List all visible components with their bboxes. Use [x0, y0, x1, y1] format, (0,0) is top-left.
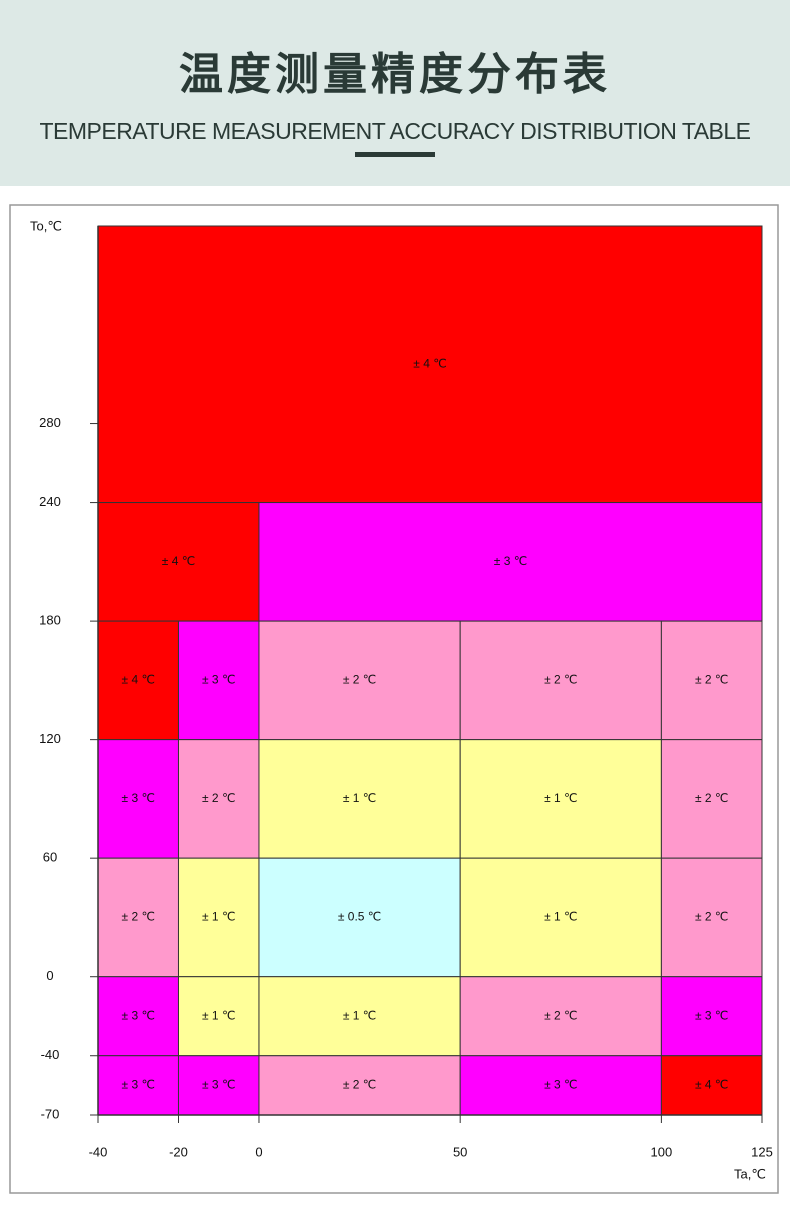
accuracy-region: [177, 1055, 260, 1116]
title: 温度测量精度分布表: [179, 49, 611, 100]
region-label: ± 2 ℃: [202, 791, 235, 805]
region-label: ± 2 ℃: [343, 673, 376, 687]
subtitle: TEMPERATURE MEASUREMENT ACCURACY DISTRIB…: [39, 118, 751, 144]
accuracy-region: [97, 225, 763, 504]
region-label: ± 1 ℃: [202, 910, 235, 924]
x-tick-label: -40: [89, 1144, 108, 1159]
accuracy-region: [97, 502, 260, 622]
region-label: ± 3 ℃: [122, 1078, 155, 1092]
region-label: ± 2 ℃: [695, 673, 728, 687]
y-tick-label: 180: [39, 613, 61, 628]
y-tick-label: -40: [41, 1047, 60, 1062]
accuracy-region: [177, 857, 260, 978]
accuracy-region: [459, 857, 662, 978]
x-tick-label: -20: [169, 1144, 188, 1159]
region-label: ± 2 ℃: [695, 910, 728, 924]
accuracy-region: [177, 620, 260, 741]
region-label: ± 3 ℃: [695, 1008, 728, 1022]
accuracy-region: [459, 620, 662, 741]
region-label: ± 3 ℃: [202, 1078, 235, 1092]
y-tick-label: 0: [46, 968, 53, 983]
region-label: ± 3 ℃: [122, 1008, 155, 1022]
x-tick-label: 0: [255, 1144, 262, 1159]
accuracy-region: [660, 739, 763, 859]
accuracy-region: [258, 857, 461, 978]
accuracy-region: [660, 976, 763, 1057]
region-label: ± 1 ℃: [343, 791, 376, 805]
accuracy-region: [258, 502, 763, 622]
accuracy-region: [660, 1055, 763, 1116]
region-label: ± 4 ℃: [122, 673, 155, 687]
region-label: ± 4 ℃: [695, 1078, 728, 1092]
accuracy-region: [177, 976, 260, 1057]
y-axis-label: To,℃: [30, 218, 62, 233]
x-tick-label: 125: [751, 1144, 773, 1159]
region-label: ± 1 ℃: [343, 1008, 376, 1022]
accuracy-region: [97, 620, 179, 741]
region-label: ± 3 ℃: [202, 673, 235, 687]
y-tick-label: -70: [41, 1106, 60, 1121]
region-label: ± 3 ℃: [494, 554, 527, 568]
accuracy-region: [660, 857, 763, 978]
y-tick-label: 280: [39, 415, 61, 430]
region-label: ± 2 ℃: [544, 673, 577, 687]
region-label: ± 2 ℃: [343, 1078, 376, 1092]
accuracy-region: [97, 1055, 179, 1116]
y-tick-label: 120: [39, 731, 61, 746]
accuracy-region: [459, 1055, 662, 1116]
accuracy-region: [660, 620, 763, 741]
divider: [355, 152, 435, 157]
region-label: ± 2 ℃: [695, 791, 728, 805]
x-tick-label: 50: [453, 1144, 467, 1159]
accuracy-region: [97, 739, 179, 859]
x-tick-label: 100: [651, 1144, 673, 1159]
region-label: ± 1 ℃: [544, 791, 577, 805]
accuracy-region: [97, 857, 179, 978]
accuracy-region: [258, 1055, 461, 1116]
region-label: ± 3 ℃: [544, 1078, 577, 1092]
region-label: ± 2 ℃: [122, 910, 155, 924]
accuracy-region: [258, 976, 461, 1057]
region-label: ± 1 ℃: [202, 1008, 235, 1022]
region-label: ± 3 ℃: [122, 791, 155, 805]
header: 温度测量精度分布表 TEMPERATURE MEASUREMENT ACCURA…: [0, 0, 790, 186]
accuracy-region: [459, 976, 662, 1057]
accuracy-region: [459, 739, 662, 859]
region-label: ± 4 ℃: [413, 356, 446, 370]
y-tick-label: 240: [39, 494, 61, 509]
accuracy-region: [258, 739, 461, 859]
region-label: ± 1 ℃: [544, 910, 577, 924]
region-label: ± 2 ℃: [544, 1008, 577, 1022]
region-label: ± 4 ℃: [162, 554, 195, 568]
x-axis-label: Ta,℃: [734, 1166, 766, 1181]
y-tick-label: 60: [43, 850, 57, 865]
region-label: ± 0.5 ℃: [338, 910, 381, 924]
